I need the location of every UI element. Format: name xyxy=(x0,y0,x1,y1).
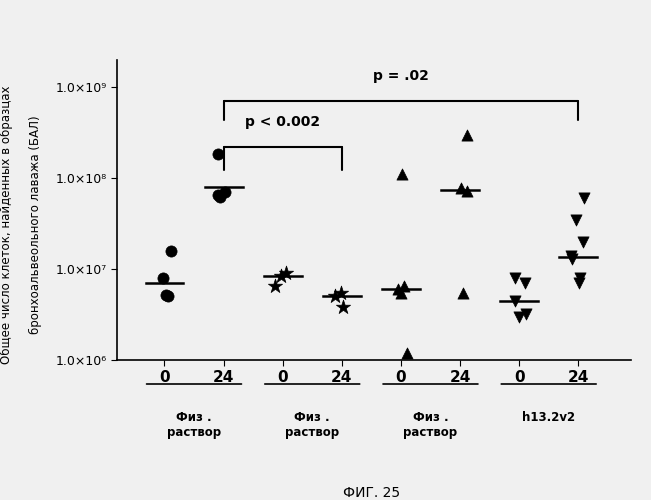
Point xyxy=(456,184,466,192)
Text: p < 0.002: p < 0.002 xyxy=(245,114,320,128)
Point xyxy=(337,304,348,312)
Text: ФИГ. 25: ФИГ. 25 xyxy=(343,486,400,500)
Text: Общее число клеток, найденных в образцах: Общее число клеток, найденных в образцах xyxy=(0,86,13,364)
Point xyxy=(161,291,171,299)
Point xyxy=(575,274,585,282)
Point xyxy=(510,274,520,282)
Point xyxy=(458,288,469,296)
Point xyxy=(166,246,176,254)
Point xyxy=(329,292,340,300)
Text: Физ .
раствор: Физ . раствор xyxy=(285,411,339,439)
Point xyxy=(519,279,530,287)
Text: h13.2v2: h13.2v2 xyxy=(522,411,575,424)
Point xyxy=(520,310,531,318)
Point xyxy=(276,272,286,280)
Text: p = .02: p = .02 xyxy=(373,69,429,83)
Point xyxy=(578,238,589,246)
Point xyxy=(163,292,173,300)
Point xyxy=(579,194,590,202)
Point xyxy=(566,252,576,260)
Point xyxy=(567,255,577,263)
Point xyxy=(393,286,403,294)
Point xyxy=(570,216,581,224)
Point xyxy=(212,150,223,158)
Point xyxy=(281,270,291,278)
Point xyxy=(510,296,520,304)
Point xyxy=(336,288,346,296)
Point xyxy=(214,193,225,201)
Point xyxy=(399,282,409,290)
Text: бронхоальвеольного лаважа (БАЛ): бронхоальвеольного лаважа (БАЛ) xyxy=(29,116,42,334)
Point xyxy=(270,282,280,290)
Point xyxy=(213,191,223,199)
Point xyxy=(462,187,473,195)
Text: Физ .
раствор: Физ . раствор xyxy=(167,411,221,439)
Point xyxy=(514,312,524,320)
Point xyxy=(396,170,407,178)
Point xyxy=(574,279,584,287)
Point xyxy=(396,288,406,296)
Point xyxy=(402,349,412,357)
Text: Физ .
раствор: Физ . раствор xyxy=(404,411,458,439)
Point xyxy=(158,274,168,282)
Point xyxy=(220,188,230,196)
Point xyxy=(462,131,473,139)
